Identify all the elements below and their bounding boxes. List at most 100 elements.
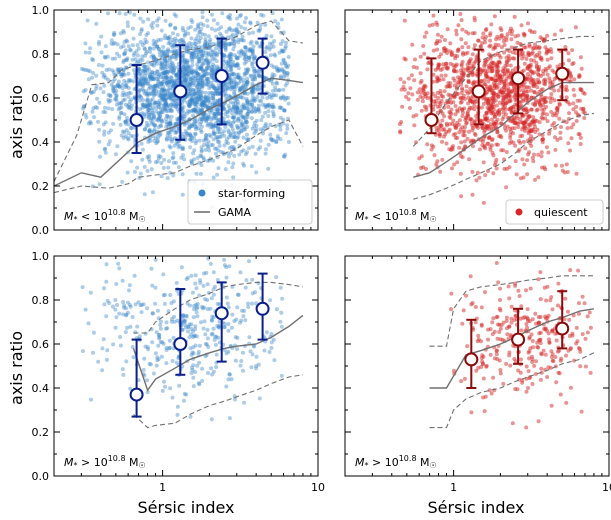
data-point	[249, 39, 254, 44]
data-point	[145, 98, 150, 103]
data-point	[193, 38, 198, 43]
data-point	[192, 148, 197, 153]
data-point	[150, 120, 155, 125]
data-point	[499, 45, 504, 50]
data-point	[144, 104, 149, 109]
data-point	[170, 108, 175, 113]
data-point	[578, 349, 583, 354]
data-point	[161, 84, 166, 89]
x-tick-label: 1	[450, 481, 457, 494]
data-point	[168, 85, 173, 90]
data-point	[491, 375, 496, 380]
data-point	[544, 298, 549, 303]
data-point	[141, 88, 146, 93]
data-point	[466, 113, 471, 118]
data-point	[435, 104, 440, 109]
data-point	[446, 92, 451, 97]
data-point	[491, 99, 496, 104]
data-point	[128, 78, 133, 83]
data-point	[117, 101, 122, 106]
data-point	[195, 100, 200, 104]
data-point	[550, 328, 555, 333]
data-point	[235, 63, 240, 68]
data-point	[442, 134, 446, 139]
data-point	[278, 42, 283, 46]
point-cloud	[397, 12, 587, 215]
data-point	[200, 81, 205, 86]
data-point	[168, 79, 173, 84]
data-point	[504, 315, 509, 320]
data-point	[459, 140, 464, 145]
data-point	[472, 18, 477, 23]
data-point	[555, 137, 560, 142]
data-point	[122, 305, 126, 310]
data-point	[161, 71, 166, 76]
data-point	[230, 85, 235, 90]
data-point	[458, 171, 463, 176]
data-point	[191, 135, 196, 140]
data-point	[500, 93, 505, 98]
data-point	[249, 61, 254, 66]
data-point	[187, 92, 192, 96]
data-point	[233, 108, 238, 113]
data-point	[86, 77, 91, 82]
data-point	[564, 353, 568, 358]
data-point	[152, 115, 156, 120]
data-point	[196, 94, 201, 99]
data-point	[189, 158, 194, 163]
data-point	[508, 135, 513, 140]
data-point	[198, 108, 203, 113]
data-point	[231, 130, 236, 135]
data-point	[565, 126, 570, 131]
data-point	[148, 362, 153, 367]
data-point	[183, 68, 187, 72]
data-point	[256, 28, 261, 33]
data-point	[231, 38, 236, 42]
data-point	[276, 136, 280, 141]
data-point	[169, 66, 174, 71]
data-point	[220, 11, 225, 16]
data-point	[113, 307, 118, 312]
data-point	[229, 145, 234, 149]
data-point	[148, 118, 153, 123]
data-point	[509, 110, 514, 115]
data-point	[252, 344, 256, 349]
data-point	[151, 93, 156, 98]
data-point	[528, 286, 533, 291]
binned-median	[214, 37, 229, 126]
data-point	[460, 88, 465, 92]
data-point	[452, 65, 457, 70]
data-point	[183, 29, 188, 34]
data-point	[431, 48, 436, 53]
data-point	[196, 94, 201, 99]
data-point	[245, 79, 250, 84]
data-point	[144, 40, 149, 44]
data-point	[205, 103, 210, 108]
data-point	[136, 59, 141, 64]
data-point	[233, 64, 238, 68]
data-point	[239, 108, 244, 113]
data-point	[181, 71, 186, 76]
data-point	[160, 388, 165, 393]
data-point	[434, 128, 439, 133]
data-point	[228, 51, 233, 56]
data-point	[531, 45, 536, 50]
data-point	[256, 73, 261, 78]
data-point	[452, 162, 457, 167]
data-point	[211, 86, 216, 91]
data-point	[146, 107, 151, 112]
data-point	[233, 335, 238, 339]
data-point	[272, 358, 277, 363]
data-point	[123, 134, 128, 139]
data-point	[531, 345, 536, 350]
data-point	[177, 143, 182, 148]
data-point	[195, 71, 200, 76]
data-point	[182, 75, 187, 80]
data-point	[161, 341, 166, 346]
data-point	[204, 97, 209, 102]
data-point	[453, 131, 458, 136]
data-point	[235, 62, 240, 67]
data-point	[204, 133, 209, 137]
data-point	[532, 90, 537, 95]
data-point	[538, 35, 543, 40]
